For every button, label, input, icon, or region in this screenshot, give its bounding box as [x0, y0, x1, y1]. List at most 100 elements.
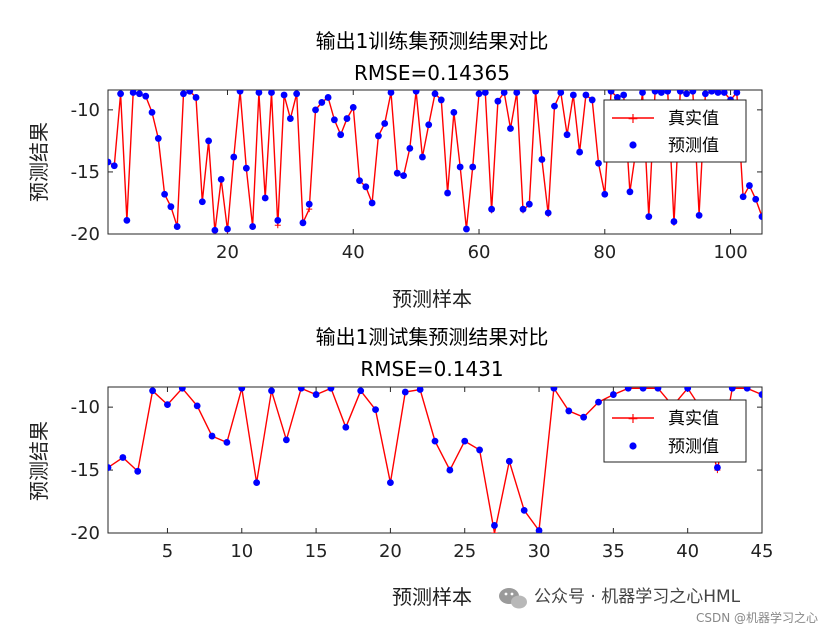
test-pred-point [401, 388, 409, 396]
test-ylabel: 预测结果 [27, 421, 51, 501]
train-pred-point [375, 132, 382, 140]
train-xtick-label: 100 [713, 242, 747, 263]
train-ytick-label: -15 [71, 162, 100, 183]
train-pred-point [224, 225, 231, 233]
train-pred-point [708, 90, 716, 95]
train-pred-point [173, 223, 181, 230]
watermark: 公众号 · 机器学习之心HML CSDN @机器学习之心 [499, 587, 818, 625]
train-legend-box [603, 99, 747, 163]
train-pred-point [507, 125, 514, 132]
test-chart: 输出1测试集预测结果对比 RMSE=0.1431 5 10 15 20 25 30 35 40… [27, 325, 773, 609]
train-xtick-label: 60 [468, 242, 491, 263]
train-pred-point [400, 172, 407, 180]
train-pred-point [412, 90, 420, 95]
train-pred-point [293, 90, 301, 98]
test-pred-point [505, 457, 513, 465]
train-pred-point [676, 90, 684, 95]
train-pred-point [601, 190, 609, 198]
test-ytick-label: -15 [71, 460, 100, 481]
test-pred-point [743, 387, 751, 392]
train-pred-point [286, 115, 294, 122]
train-pred-point [645, 213, 653, 221]
test-legend-pred: 预测值 [668, 437, 719, 457]
train-pred-point [299, 219, 307, 227]
train-pred-point [393, 169, 401, 177]
train-pred-point [752, 195, 760, 203]
test-pred-point [357, 387, 365, 395]
train-pred-point [450, 108, 458, 116]
test-ytick-label: -20 [71, 523, 100, 544]
test-pred-point [327, 387, 335, 392]
train-pred-point [186, 90, 194, 95]
train-pred-point [463, 225, 470, 233]
train-pred-point [324, 94, 332, 101]
train-xlabel: 预测样本 [392, 287, 472, 311]
test-pred-point [342, 423, 350, 431]
train-pred-point [136, 90, 143, 98]
test-pred-point [431, 437, 439, 445]
train-pred-point [714, 90, 722, 96]
train-pred-point [117, 90, 124, 98]
test-pred-point [268, 387, 275, 395]
train-pred-point [305, 200, 313, 208]
train-pred-point [123, 216, 131, 224]
train-pred-point [343, 115, 351, 122]
train-chart: 输出1训练集预测结果对比 RMSE=0.14365 20 40 60 80 100 -20… [27, 29, 763, 311]
train-pred-point [702, 90, 709, 98]
test-pred-point [609, 391, 617, 398]
test-pred-point [282, 436, 290, 444]
train-pred-point [368, 199, 376, 207]
train-pred-point [230, 153, 238, 161]
train-pred-point [595, 159, 602, 167]
test-xlabel: 预测样本 [392, 585, 472, 609]
test-pred-point [416, 387, 424, 393]
train-pred-point [657, 90, 665, 96]
train-pred-point [557, 90, 565, 96]
test-pred-point [164, 401, 171, 409]
train-pred-point [733, 90, 741, 96]
test-pred-point [654, 387, 662, 392]
test-chart-title: 输出1测试集预测结果对比 [316, 325, 549, 349]
test-pred-point [714, 464, 721, 471]
train-pred-point [494, 97, 502, 105]
test-pred-point [520, 506, 528, 514]
train-pred-point [381, 120, 389, 127]
test-pred-point [461, 437, 469, 445]
test-pred-point [550, 387, 558, 392]
train-pred-point [387, 90, 395, 96]
train-pred-point [108, 158, 112, 166]
test-pred-point [193, 402, 201, 410]
test-pred-point [134, 467, 142, 475]
train-pred-point [488, 205, 495, 213]
train-pred-point [500, 90, 508, 96]
train-xtick-label: 20 [216, 242, 239, 263]
train-pred-point [211, 226, 219, 234]
test-pred-point [372, 406, 379, 414]
test-true-point [491, 530, 498, 533]
train-pred-point [444, 189, 451, 197]
test-xtick-label: 20 [379, 541, 402, 562]
train-pred-point [148, 108, 156, 116]
test-pred-point [208, 432, 216, 440]
train-pred-point [695, 211, 703, 219]
train-pred-point [689, 90, 697, 95]
test-pred-point [595, 398, 602, 406]
test-pred-point [491, 522, 498, 529]
train-pred-point [167, 203, 175, 211]
train-pred-point [475, 90, 483, 98]
test-legend-true: 真实值 [668, 409, 719, 429]
test-pred-point [253, 479, 261, 487]
train-pred-point [318, 99, 326, 106]
wechat-icon [499, 588, 527, 609]
train-legend-marker-true: + [627, 111, 639, 127]
train-xtick-label: 80 [593, 242, 616, 263]
test-xtick-label: 45 [751, 541, 774, 562]
test-pred-point [387, 479, 394, 487]
train-pred-point [337, 131, 345, 139]
train-pred-point [639, 90, 646, 96]
test-pred-point [149, 387, 156, 395]
train-pred-point [626, 188, 634, 196]
train-pred-point [274, 216, 282, 224]
test-xtick-label: 30 [528, 541, 551, 562]
